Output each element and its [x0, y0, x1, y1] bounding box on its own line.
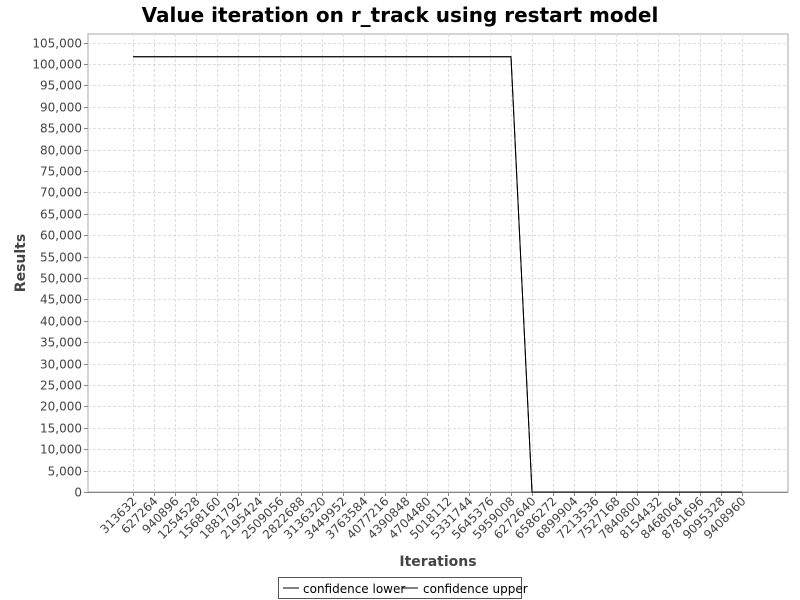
y-tick-label: 25,000 [40, 379, 82, 393]
y-tick-label: 95,000 [40, 79, 82, 93]
x-axis-ticks: 3136326272649408961254528156816018817922… [97, 492, 749, 542]
y-tick-label: 10,000 [40, 443, 82, 457]
x-axis-title: Iterations [399, 554, 476, 570]
y-tick-label: 30,000 [40, 358, 82, 372]
y-tick-label: 100,000 [32, 58, 82, 72]
y-axis-title: Results [13, 234, 29, 292]
y-tick-label: 85,000 [40, 122, 82, 136]
grid [88, 34, 788, 492]
legend: confidence lower confidence upper [278, 577, 528, 599]
y-tick-label: 0 [74, 486, 82, 500]
series [133, 56, 742, 493]
chart-title: Value iteration on r_track using restart… [142, 3, 659, 27]
y-tick-label: 45,000 [40, 293, 82, 307]
legend-label-confidence-lower: confidence lower [303, 582, 405, 596]
y-tick-label: 60,000 [40, 229, 82, 243]
plot-area [87, 33, 789, 493]
y-tick-label: 105,000 [32, 37, 82, 51]
series-line-confidence-upper [133, 56, 742, 493]
y-axis-ticks: 0 5,000 10,000 15,000 20,000 25,000 30,000 35,0… [32, 37, 88, 500]
y-tick-label: 35,000 [40, 336, 82, 350]
y-tick-label: 75,000 [40, 165, 82, 179]
y-tick-label: 15,000 [40, 422, 82, 436]
y-tick-label: 20,000 [40, 400, 82, 414]
y-tick-label: 80,000 [40, 144, 82, 158]
legend-box [278, 577, 522, 599]
y-tick-label: 5,000 [48, 465, 82, 479]
y-tick-label: 40,000 [40, 315, 82, 329]
y-tick-label: 55,000 [40, 251, 82, 265]
legend-label-confidence-upper: confidence upper [423, 582, 528, 596]
y-tick-label: 50,000 [40, 272, 82, 286]
y-tick-label: 70,000 [40, 186, 82, 200]
y-tick-label: 90,000 [40, 101, 82, 115]
y-tick-label: 65,000 [40, 208, 82, 222]
